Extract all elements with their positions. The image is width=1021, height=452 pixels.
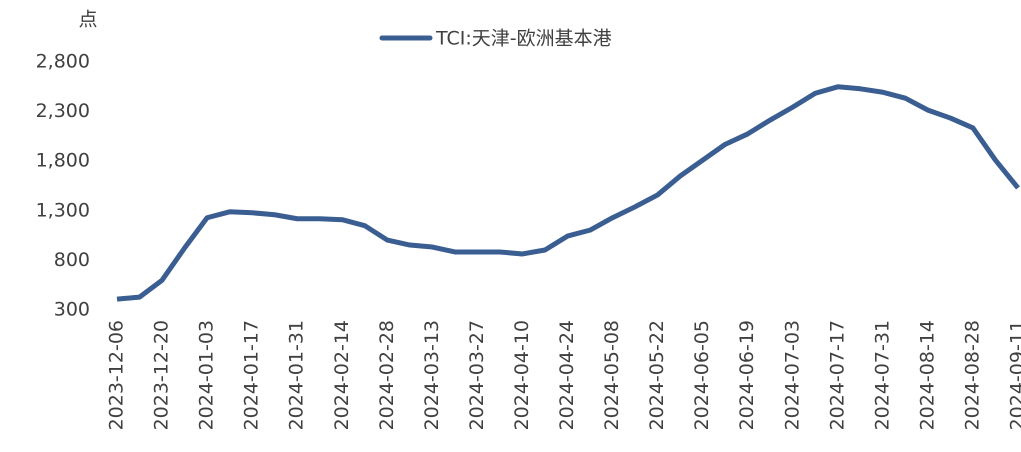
x-tick-label: 2024-04-10 [511, 320, 533, 430]
y-tick-label: 2,800 [36, 51, 90, 73]
x-tick-label: 2024-07-03 [781, 320, 803, 430]
x-tick-label: 2024-05-22 [646, 320, 668, 430]
y-tick-label: 1,300 [36, 199, 90, 221]
x-tick-label: 2024-07-17 [826, 320, 848, 430]
x-tick-label: 2024-05-08 [601, 320, 623, 430]
x-tick-label: 2024-08-14 [916, 320, 938, 430]
y-tick-label: 300 [54, 299, 90, 321]
x-tick-label: 2023-12-20 [151, 320, 173, 430]
x-tick-label: 2024-01-17 [241, 320, 263, 430]
x-tick-label: 2024-02-14 [331, 320, 353, 430]
y-tick-label: 2,300 [36, 100, 90, 122]
x-tick-label: 2024-01-03 [196, 320, 218, 430]
x-tick-label: 2024-02-28 [376, 320, 398, 430]
line [116, 84, 1020, 302]
x-tick-label: 2024-09-11 [1007, 320, 1021, 430]
x-tick-label: 2024-07-31 [871, 320, 893, 430]
x-tick-label: 2024-03-13 [421, 320, 443, 430]
x-tick-label: 2024-08-28 [961, 320, 983, 430]
y-axis-label: 点 [78, 9, 97, 31]
x-tick-label: 2024-03-27 [466, 320, 488, 430]
x-tick-label: 2024-01-31 [286, 320, 308, 430]
y-tick-label: 800 [54, 249, 90, 271]
y-tick-label: 1,800 [36, 150, 90, 172]
x-tick-label: 2023-12-06 [106, 320, 128, 430]
x-tick-label: 2024-06-05 [691, 320, 713, 430]
x-tick-label: 2024-04-24 [556, 320, 578, 430]
x-tick-label: 2024-06-19 [736, 320, 758, 430]
legend-label: TCI:天津-欧洲基本港 [435, 28, 612, 50]
